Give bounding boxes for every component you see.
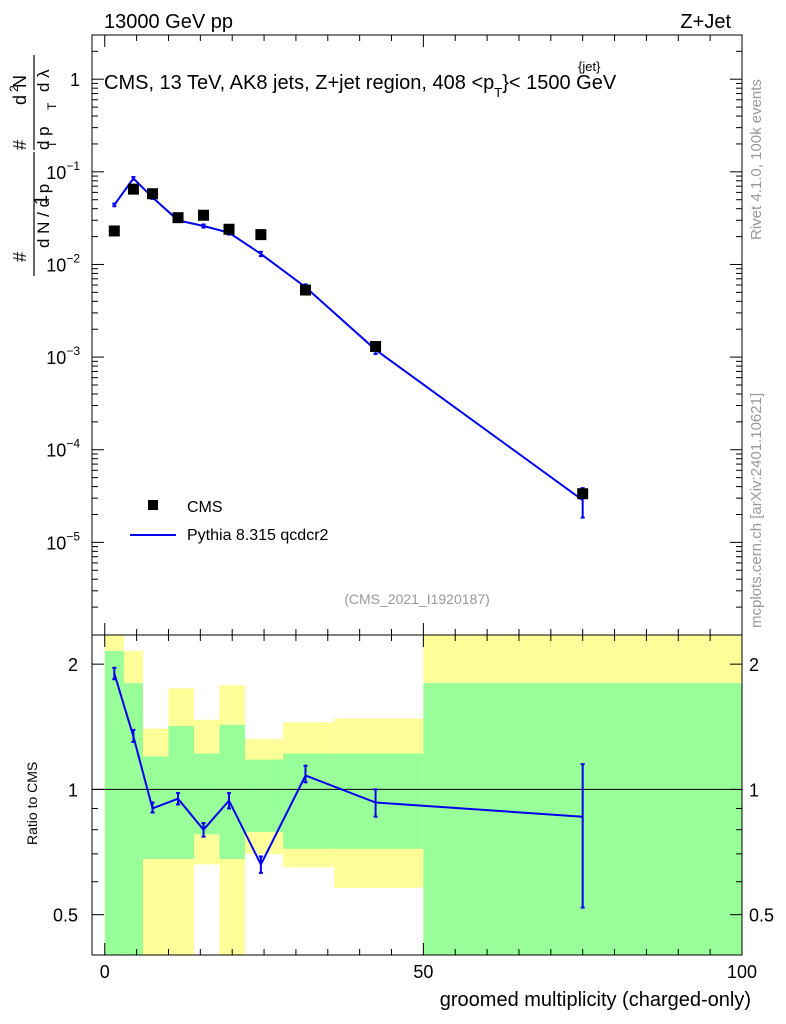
cms-data-point bbox=[108, 225, 120, 237]
main-panel: 110−110−210−310−410−5 CMS, 13 TeV, AK8 j… bbox=[7, 34, 743, 636]
ylabel-den2-t: T bbox=[45, 102, 59, 110]
cms-data-point bbox=[147, 188, 159, 200]
plot-title-sup: {jet} bbox=[578, 59, 601, 74]
legend: CMS Pythia 8.315 qcdcr2 bbox=[130, 499, 329, 544]
main-ticks: 110−110−210−310−410−5 bbox=[46, 34, 743, 636]
main-frame bbox=[91, 34, 743, 636]
cms-data-point bbox=[172, 212, 184, 224]
ratio-y-axis-label: Ratio to CMS bbox=[24, 762, 40, 845]
cms-data-point bbox=[299, 284, 311, 296]
main-plot-content bbox=[108, 175, 589, 519]
ylabel-dlambda: d λ bbox=[34, 69, 53, 92]
pythia-line bbox=[113, 176, 584, 502]
cms-data-point bbox=[127, 183, 139, 195]
header-left-text: 13000 GeV pp bbox=[104, 11, 233, 33]
ratio-y-tick-label-left: 1 bbox=[68, 780, 78, 800]
ratio-plot-content bbox=[92, 635, 742, 955]
x-tick-label: 0 bbox=[100, 962, 110, 982]
ylabel-den1-t: T bbox=[45, 140, 59, 148]
ratio-band-green-3 bbox=[168, 726, 194, 860]
cms-data-point bbox=[223, 223, 235, 235]
main-y-tick-label: 10−4 bbox=[46, 437, 80, 461]
main-y-tick-label: 10−2 bbox=[46, 251, 80, 275]
cms-data-point bbox=[577, 488, 589, 500]
plot-title-main: CMS, 13 TeV, AK8 jets, Z+jet region, 408… bbox=[104, 72, 494, 94]
ratio-band-green-6 bbox=[244, 759, 284, 833]
x-tick-label: 50 bbox=[413, 962, 433, 982]
ylabel-sup2: 2 bbox=[7, 85, 21, 92]
ylabel-n: N bbox=[10, 75, 30, 88]
ratio-y-tick-label-right: 0.5 bbox=[749, 906, 774, 926]
main-y-tick-base: 10 bbox=[46, 348, 66, 368]
main-y-tick-exp: −2 bbox=[66, 251, 80, 265]
main-y-tick-label: 1 bbox=[70, 70, 80, 90]
ylabel-den2: d p bbox=[34, 126, 53, 150]
ratio-y-tick-label-left: 2 bbox=[68, 655, 78, 675]
main-y-tick-exp: −3 bbox=[66, 344, 80, 358]
plot-title-tail: }< 1500 GeV bbox=[502, 72, 617, 94]
cms-data-point bbox=[198, 209, 210, 221]
plot-title: CMS, 13 TeV, AK8 jets, Z+jet region, 408… bbox=[104, 72, 617, 100]
ratio-band-green-7 bbox=[283, 753, 335, 849]
main-y-tick-exp: −1 bbox=[66, 159, 80, 173]
ratio-band-green-0 bbox=[104, 651, 124, 955]
cms-data-point bbox=[370, 341, 382, 353]
ylabel-hash2: # bbox=[10, 140, 30, 150]
ratio-frame bbox=[91, 634, 743, 956]
main-y-tick-exp: −4 bbox=[66, 437, 80, 451]
main-y-tick-label: 10−5 bbox=[46, 529, 80, 553]
x-tick-label: 100 bbox=[727, 962, 757, 982]
analysis-id-label: (CMS_2021_I1920187) bbox=[344, 591, 490, 607]
ylabel-den1: d N / d p bbox=[34, 184, 53, 248]
ylabel-d2n: d bbox=[10, 95, 30, 105]
ratio-y-tick-label-right: 2 bbox=[749, 655, 759, 675]
main-y-tick-label: 10−1 bbox=[46, 159, 80, 183]
main-y-tick-label: 10−3 bbox=[46, 344, 80, 368]
ylabel-den1-hash: # bbox=[10, 252, 30, 262]
header-right-text: Z+Jet bbox=[680, 11, 731, 33]
plot-title-sub: T bbox=[494, 85, 502, 100]
main-y-tick-base: 10 bbox=[46, 255, 66, 275]
ylabel-one: 1 bbox=[31, 195, 51, 205]
ratio-band-green-1 bbox=[123, 683, 143, 955]
ratio-ticks: 0.5 0.5 1 1 2 2 0 50 100 bbox=[53, 635, 774, 982]
main-y-tick-base: 10 bbox=[46, 533, 66, 553]
cms-data-point bbox=[255, 229, 267, 241]
ratio-band-green-8 bbox=[334, 753, 424, 849]
x-axis-label: groomed multiplicity (charged-only) bbox=[440, 989, 751, 1011]
ratio-y-tick-label-left: 0.5 bbox=[53, 906, 78, 926]
legend-pythia-label: Pythia 8.315 qcdcr2 bbox=[187, 527, 329, 544]
ratio-series-line bbox=[113, 673, 583, 867]
main-y-tick-base: 10 bbox=[46, 441, 66, 461]
main-y-tick-base: 10 bbox=[46, 163, 66, 183]
rivet-version-text: Rivet 4.1.0, 100k events bbox=[748, 79, 765, 240]
main-y-axis-label: 1 # d N / d p T # d 2 N d p T d λ bbox=[7, 55, 59, 276]
ratio-panel: 0.5 0.5 1 1 2 2 0 50 100 Ratio to CMS groomed mu… bbox=[24, 634, 774, 1011]
main-y-tick-exp: −5 bbox=[66, 529, 80, 543]
mcplots-text: mcplots.cern.ch [arXiv:2401.10621] bbox=[748, 393, 765, 628]
legend-cms-marker bbox=[148, 500, 158, 510]
ratio-band-green-4 bbox=[193, 753, 220, 835]
main-y-tick-base: 1 bbox=[70, 70, 80, 90]
ratio-band-green-5 bbox=[219, 724, 245, 860]
ratio-y-tick-label-right: 1 bbox=[749, 780, 759, 800]
legend-cms-label: CMS bbox=[187, 499, 223, 516]
